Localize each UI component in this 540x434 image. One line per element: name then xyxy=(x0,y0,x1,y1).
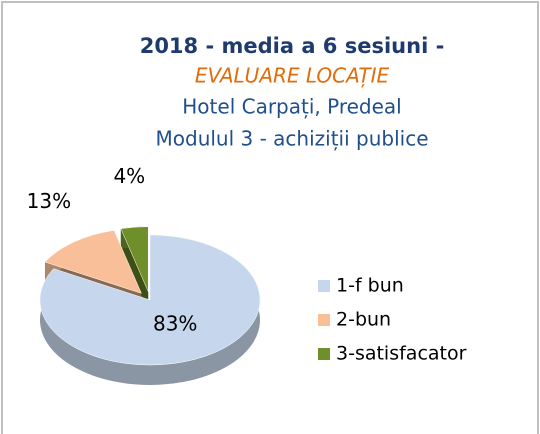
legend-label: 1-f bun xyxy=(336,275,404,297)
data-label: 13% xyxy=(27,189,71,213)
data-label: 4% xyxy=(113,164,145,188)
legend-label: 3-satisfacator xyxy=(336,343,467,365)
slice xyxy=(120,226,149,292)
title-line: 2018 - media a 6 sesiuni - xyxy=(140,34,445,58)
data-label: 83% xyxy=(153,312,197,336)
labels: 83% 13% 4% 1-f bun 2-bun 3-satisfacator xyxy=(27,164,467,365)
legend-swatch xyxy=(318,348,330,360)
legend-swatch xyxy=(318,314,330,326)
slice-side xyxy=(120,228,149,312)
legend-label: 2-bun xyxy=(336,309,391,331)
slice xyxy=(39,234,261,366)
slice xyxy=(44,230,142,294)
pie-tops xyxy=(39,226,261,366)
title-line: Modulul 3 - achiziții publice xyxy=(156,127,429,151)
title-line: EVALUARE LOCAȚIE xyxy=(195,64,390,88)
legend-swatch xyxy=(318,280,330,292)
title-line: Hotel Carpați, Predeal xyxy=(182,95,401,119)
